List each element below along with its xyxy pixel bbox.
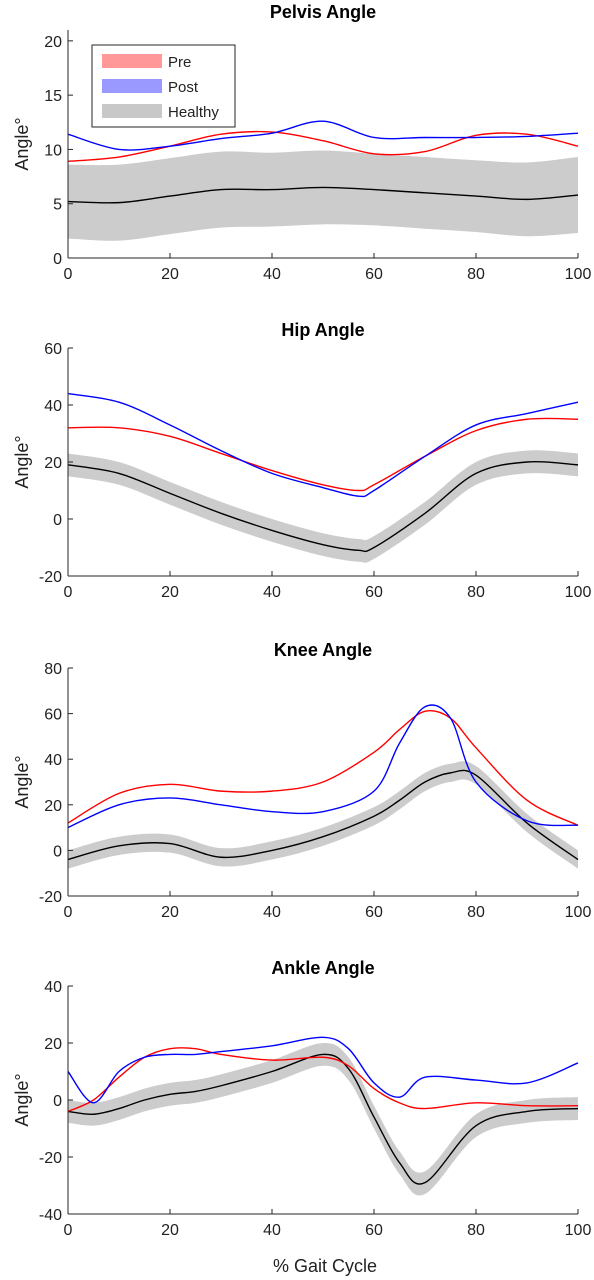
x-tick-label: 100 [565, 266, 592, 283]
y-tick-label: 0 [53, 512, 62, 529]
legend-label-pre: Pre [168, 54, 191, 71]
series-line-post [67, 1036, 579, 1104]
healthy-band [68, 1042, 578, 1196]
x-tick-label: 100 [565, 904, 592, 921]
legend-swatch-pre [102, 54, 162, 68]
panel-4: Ankle Angle Angle° -40 -20 0 20 40 0 20 40 60 80 100 [12, 958, 591, 1239]
series-line-pre [67, 1047, 579, 1113]
x-tick-label: 0 [64, 904, 73, 921]
x-tick-label: 0 [64, 1222, 73, 1239]
x-tick-label: 80 [467, 904, 485, 921]
series-line-healthy [67, 1053, 579, 1185]
y-tick-label: 20 [44, 34, 62, 51]
x-tick-label: 20 [161, 584, 179, 601]
x-tick-label: 60 [365, 266, 383, 283]
y-tick-label: 60 [44, 707, 62, 724]
healthy-band [68, 150, 578, 241]
panel-title: Knee Angle [274, 640, 372, 660]
y-tick-label: 5 [53, 197, 62, 214]
legend-label-healthy: Healthy [168, 104, 219, 121]
y-tick-label: 0 [53, 843, 62, 860]
healthy-band [68, 761, 578, 869]
legend-swatch-post [102, 79, 162, 93]
x-tick-label: 20 [161, 904, 179, 921]
y-tick-label: -20 [39, 889, 62, 906]
x-tick-label: 80 [467, 266, 485, 283]
legend-swatch-healthy [102, 104, 162, 118]
y-tick-label: 80 [44, 661, 62, 678]
healthy-band [68, 450, 578, 563]
x-tick-label: 40 [263, 584, 281, 601]
y-tick-label: 40 [44, 979, 62, 996]
x-tick-label: 60 [365, 1222, 383, 1239]
series-line-healthy [67, 460, 579, 553]
x-tick-label: 80 [467, 1222, 485, 1239]
panel-title: Hip Angle [281, 320, 364, 340]
x-tick-label: 60 [365, 904, 383, 921]
y-tick-label: 60 [44, 341, 62, 358]
y-tick-label: 15 [44, 88, 62, 105]
legend: Pre Post Healthy [91, 44, 236, 128]
y-tick-label: -20 [39, 1150, 62, 1167]
y-tick-label: 20 [44, 1036, 62, 1053]
panel-title: Pelvis Angle [270, 2, 376, 22]
y-tick-label: 40 [44, 752, 62, 769]
series-line-pre [67, 417, 579, 492]
series-line-post [67, 392, 579, 498]
y-tick-label: 0 [53, 1093, 62, 1110]
y-axis-label: Angle° [12, 755, 32, 808]
x-tick-label: 20 [161, 1222, 179, 1239]
panel-1: Pelvis Angle Angle° 0 5 10 15 20 0 20 40 60 80 100 [12, 2, 591, 283]
x-tick-label: 100 [565, 584, 592, 601]
x-tick-label: 20 [161, 266, 179, 283]
legend-label-post: Post [168, 79, 199, 96]
x-tick-label: 40 [263, 266, 281, 283]
x-tick-label: 100 [565, 1222, 592, 1239]
x-tick-label: 40 [263, 904, 281, 921]
series-line-pre [67, 710, 579, 826]
y-tick-label: -20 [39, 569, 62, 586]
x-tick-label: 60 [365, 584, 383, 601]
x-tick-label: 0 [64, 584, 73, 601]
panel-title: Ankle Angle [271, 958, 374, 978]
x-tick-label: 0 [64, 266, 73, 283]
series-line-healthy [67, 186, 579, 204]
series-line-post [67, 120, 579, 151]
series-line-pre [67, 130, 579, 163]
y-tick-label: 40 [44, 398, 62, 415]
chart-panels: Pelvis Angle Angle° 0 5 10 15 20 0 20 40 60 80 100 Hi… [12, 2, 591, 1239]
x-tick-label: 80 [467, 584, 485, 601]
x-tick-label: 40 [263, 1222, 281, 1239]
series-line-post [67, 704, 579, 829]
y-tick-label: 20 [44, 798, 62, 815]
y-tick-label: -40 [39, 1207, 62, 1224]
series-line-healthy [67, 769, 579, 861]
x-axis-label: % Gait Cycle [273, 1256, 377, 1276]
y-tick-label: 10 [44, 142, 62, 159]
y-axis-label: Angle° [12, 117, 32, 170]
y-axis-label: Angle° [12, 1073, 32, 1126]
y-tick-label: 0 [53, 251, 62, 268]
y-axis-label: Angle° [12, 435, 32, 488]
y-tick-label: 20 [44, 455, 62, 472]
